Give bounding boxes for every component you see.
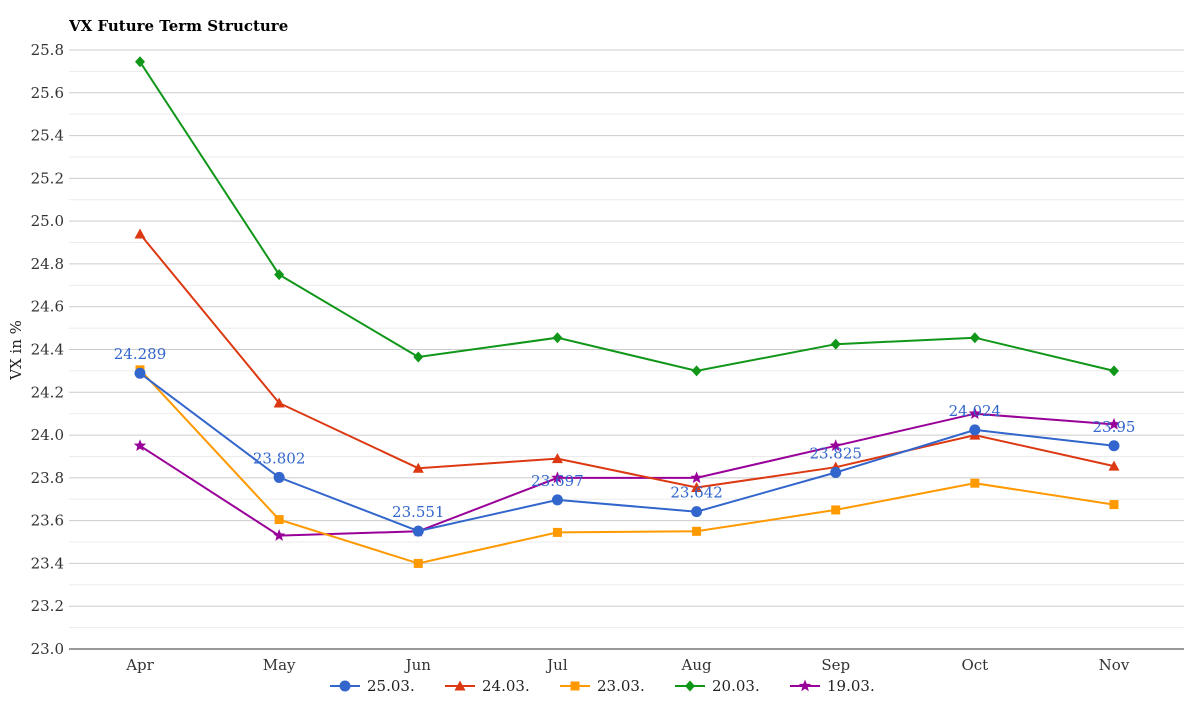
x-tick-label: Apr: [125, 656, 154, 674]
legend-item[interactable]: 19.03.: [790, 677, 875, 695]
y-tick-label: 23.6: [31, 512, 64, 530]
x-tick-label: Sep: [821, 656, 850, 674]
y-tick-label: 25.0: [31, 212, 64, 230]
data-point: [970, 478, 980, 488]
series-24-03: [134, 228, 1120, 492]
data-point: [551, 494, 563, 506]
legend-label: 20.03.: [712, 677, 760, 695]
y-axis-label: VX in %: [7, 320, 25, 381]
x-tick-label: Jun: [404, 656, 432, 674]
data-label: 24.289: [114, 345, 167, 363]
y-tick-label: 25.6: [31, 84, 64, 102]
data-label: 23.551: [392, 503, 445, 521]
data-label: 24.024: [949, 402, 1002, 420]
data-label: 23.95: [1093, 418, 1136, 436]
x-tick-label: Nov: [1099, 656, 1130, 674]
data-point: [1108, 440, 1120, 452]
x-tick-label: Oct: [961, 656, 988, 674]
data-point: [552, 332, 563, 344]
data-point: [969, 332, 980, 344]
data-point: [413, 351, 424, 363]
data-point: [552, 527, 562, 537]
data-point: [829, 439, 842, 452]
data-point: [412, 525, 424, 537]
series-layer: [133, 56, 1121, 568]
data-point: [274, 269, 285, 281]
x-tick-label: May: [263, 656, 296, 674]
series-line: [139, 372, 1115, 533]
legend-label: 23.03.: [597, 677, 645, 695]
data-point: [135, 56, 145, 68]
x-tick-label: Aug: [681, 656, 712, 674]
y-tick-label: 23.8: [31, 469, 64, 487]
series-line: [139, 412, 1115, 537]
data-point: [1109, 500, 1119, 510]
data-point: [691, 506, 703, 518]
data-point: [274, 515, 284, 525]
x-tick-label: Jul: [545, 656, 568, 674]
legend-item[interactable]: 25.03.: [330, 677, 415, 695]
data-point: [831, 505, 841, 515]
data-label: 23.802: [253, 449, 306, 467]
y-tick-label: 25.4: [31, 127, 64, 145]
x-axis-ticks: Apr May Jun Jul Aug Sep Oct Nov: [125, 656, 1130, 674]
data-label: 23.697: [531, 472, 584, 490]
series-line: [139, 369, 1115, 565]
data-point: [551, 453, 563, 464]
data-point: [1107, 417, 1121, 430]
data-point: [1109, 365, 1119, 377]
y-tick-label: 23.4: [31, 554, 64, 572]
legend-marker: [570, 681, 580, 691]
y-tick-label: 25.8: [31, 41, 64, 59]
legend-marker: [685, 680, 695, 692]
series-25-03: [134, 367, 1120, 537]
y-tick-label: 24.0: [31, 426, 64, 444]
legend-marker: [454, 680, 466, 691]
y-tick-label: 24.8: [31, 255, 64, 273]
data-point: [690, 471, 703, 484]
series-line: [139, 233, 1115, 489]
data-point: [133, 439, 147, 452]
legend-label: 19.03.: [827, 677, 875, 695]
legend-marker: [339, 680, 351, 692]
data-point: [134, 228, 146, 239]
data-point: [969, 424, 981, 436]
y-tick-label: 23.2: [31, 597, 64, 615]
data-point: [412, 462, 424, 473]
y-axis-ticks: 23.0 23.2 23.4 23.6 23.8 24.0 24.2 24.4 24.6 24.8…: [31, 41, 64, 658]
legend-label: 25.03.: [367, 677, 415, 695]
legend-item[interactable]: 24.03.: [445, 677, 530, 695]
data-point: [273, 471, 285, 483]
legend-item[interactable]: 23.03.: [560, 677, 645, 695]
legend[interactable]: 25.03. 24.03. 23.03. 20.03. 19.03.: [330, 677, 875, 695]
grid: [69, 49, 1184, 650]
y-tick-label: 23.0: [31, 640, 64, 658]
y-tick-label: 25.2: [31, 169, 64, 187]
legend-label: 24.03.: [482, 677, 530, 695]
data-point: [830, 338, 841, 350]
series-line: [139, 61, 1115, 372]
data-point: [968, 407, 982, 419]
data-point: [413, 558, 423, 568]
data-point: [273, 397, 285, 408]
chart-title: VX Future Term Structure: [68, 17, 288, 35]
series-20-03: [135, 56, 1119, 377]
data-point: [134, 367, 146, 379]
legend-item[interactable]: 20.03.: [675, 677, 760, 695]
legend-marker: [798, 679, 812, 692]
data-point: [272, 529, 286, 541]
data-label: 23.642: [670, 484, 723, 502]
y-tick-label: 24.4: [31, 341, 64, 359]
data-point: [691, 365, 702, 377]
data-label: 23.825: [809, 445, 862, 463]
data-point: [830, 467, 842, 479]
data-point: [691, 481, 703, 492]
data-point: [1108, 460, 1120, 471]
y-tick-label: 24.6: [31, 298, 64, 316]
data-point: [692, 526, 702, 536]
data-labels: 24.289 23.802 23.551 23.697 23.642 23.825 24.0…: [114, 345, 1136, 521]
y-tick-label: 24.2: [31, 383, 64, 401]
data-point: [551, 471, 564, 484]
